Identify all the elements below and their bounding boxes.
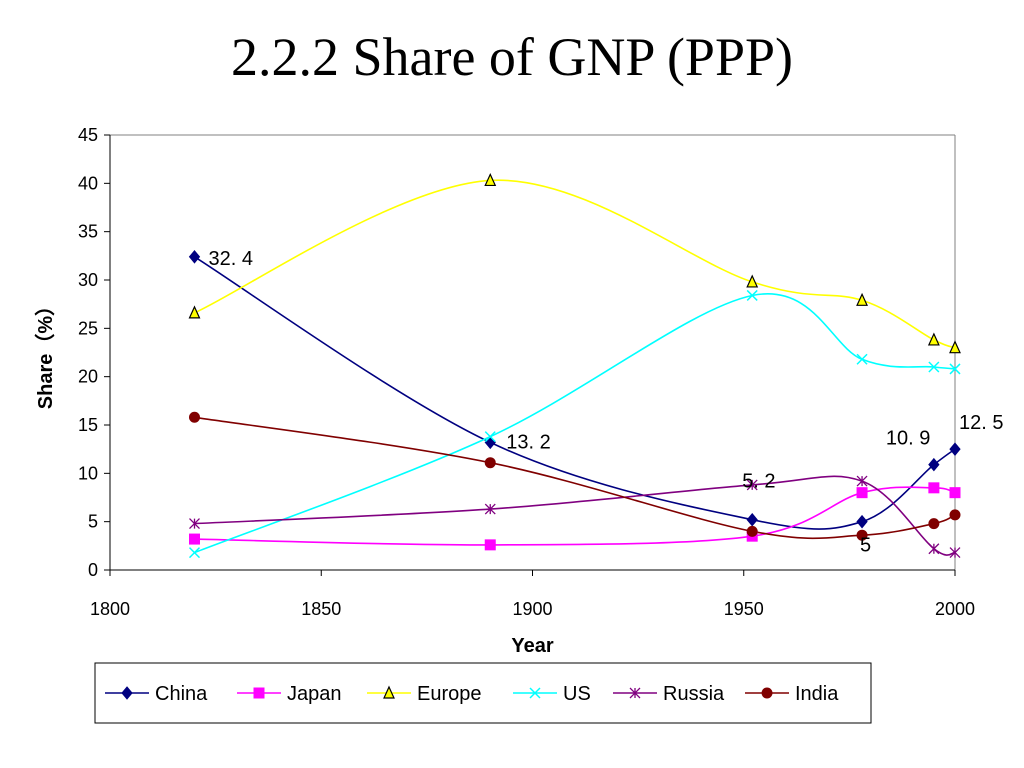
data-point-russia	[928, 543, 940, 555]
data-point-japan	[856, 487, 868, 499]
y-tick-label: 35	[78, 222, 98, 242]
y-tick-label: 5	[88, 512, 98, 532]
legend-marker-us	[529, 687, 541, 699]
y-tick-label: 40	[78, 173, 98, 193]
data-point-us	[856, 353, 868, 365]
data-label: 13. 2	[506, 431, 550, 453]
data-point-russia	[484, 503, 496, 515]
data-point-india	[484, 457, 496, 469]
legend-marker-russia	[629, 687, 641, 699]
legend-label-us: US	[563, 683, 591, 705]
data-point-china	[188, 250, 201, 264]
series-line-russia	[194, 475, 956, 556]
legend-label-japan: Japan	[287, 683, 342, 705]
data-label: 5	[860, 535, 871, 557]
data-point-india	[949, 509, 961, 521]
data-point-russia	[746, 479, 758, 491]
y-tick-label: 0	[88, 560, 98, 580]
data-point-india	[189, 411, 200, 423]
data-label: 5. 2	[742, 471, 775, 493]
legend-label-china: China	[155, 683, 208, 705]
data-label: 10. 9	[886, 428, 930, 450]
data-point-us	[928, 361, 940, 373]
legend-label-europe: Europe	[417, 683, 482, 705]
data-point-europe	[188, 305, 201, 319]
data-point-china	[856, 514, 868, 529]
x-tick-label: 1800	[90, 599, 130, 619]
legend-marker-europe	[383, 685, 395, 699]
data-point-us	[746, 289, 758, 301]
series-line-us	[194, 293, 956, 554]
y-tick-label: 20	[78, 367, 98, 387]
data-point-russia	[949, 547, 961, 559]
series-line-china	[194, 256, 956, 530]
data-point-japan	[189, 533, 200, 545]
slide-title: 2.2.2 Share of GNP (PPP)	[230, 27, 794, 87]
data-point-japan	[484, 539, 496, 551]
data-point-japan	[928, 482, 940, 494]
data-point-china	[928, 457, 940, 472]
legend-marker-india	[761, 687, 773, 699]
data-point-europe	[927, 332, 940, 346]
y-axis-title: Share（%）	[34, 296, 57, 409]
y-tick-label: 30	[78, 270, 98, 290]
legend-marker-japan	[253, 687, 265, 699]
data-point-europe	[484, 172, 497, 187]
y-tick-label: 15	[78, 415, 98, 435]
x-tick-label: 2000	[935, 599, 975, 619]
data-point-us	[484, 431, 496, 443]
y-tick-label: 10	[78, 463, 98, 483]
y-tick-label: 25	[78, 318, 98, 338]
data-label: 12. 5	[959, 412, 1003, 434]
data-point-japan	[949, 487, 961, 499]
data-point-us	[188, 547, 201, 559]
legend-box	[94, 662, 872, 724]
data-point-us	[949, 363, 961, 375]
legend-label-india: India	[795, 683, 839, 705]
series-line-japan	[194, 486, 956, 546]
legend-marker-china	[121, 686, 133, 700]
data-point-india	[928, 518, 940, 530]
x-tick-label: 1900	[512, 599, 552, 619]
data-point-india	[856, 529, 868, 541]
data-point-india	[746, 525, 758, 537]
data-point-russia	[189, 518, 200, 530]
series-line-europe	[194, 179, 956, 349]
y-tick-label: 45	[78, 125, 98, 145]
data-label: 32. 4	[209, 248, 253, 270]
series-line-india	[194, 416, 956, 540]
data-point-china	[949, 442, 961, 456]
x-tick-label: 1950	[724, 599, 764, 619]
data-point-europe	[746, 274, 759, 288]
data-point-europe	[856, 292, 868, 306]
legend-label-russia: Russia	[663, 683, 725, 705]
x-axis-title: Year	[511, 635, 553, 657]
data-point-europe	[949, 340, 961, 354]
data-point-china	[746, 512, 758, 527]
data-point-russia	[856, 475, 868, 487]
x-tick-label: 1850	[301, 599, 341, 619]
